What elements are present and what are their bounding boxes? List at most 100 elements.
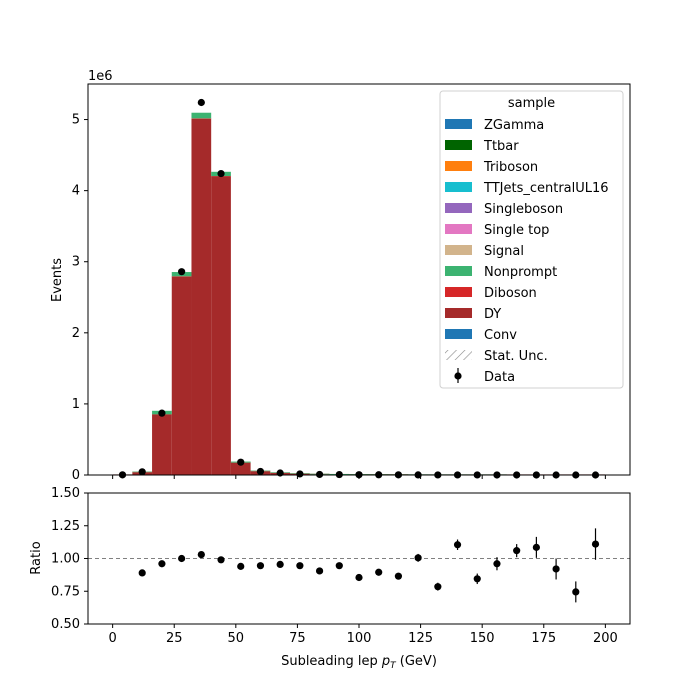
x-tick-label: 175 (531, 631, 556, 646)
bar-dy (171, 276, 192, 475)
data-point (296, 470, 304, 478)
legend-label: Diboson (484, 286, 537, 301)
data-point (197, 98, 205, 107)
ratio-point (394, 572, 403, 580)
ratio-point (434, 583, 442, 591)
legend-label: Data (484, 370, 515, 385)
legend-label: TTJets_centralUL16 (483, 181, 609, 196)
bar-dy (230, 462, 251, 475)
ratio-point (335, 562, 343, 570)
data-point (256, 467, 265, 476)
legend-swatch (445, 182, 472, 192)
ratio-point (473, 575, 481, 583)
ratio-point (197, 550, 205, 559)
ratio-point (315, 567, 324, 575)
legend-label: Nonprompt (484, 265, 557, 280)
ratio-point (178, 554, 186, 563)
data-point (217, 169, 225, 178)
x-axis-label-sub: T (390, 661, 397, 671)
data-point (138, 468, 146, 476)
ratio-y-tick-label: 1.50 (51, 486, 80, 501)
legend: sample ZGamma Ttbar Triboson TTJets_centralU… (439, 90, 624, 389)
x-tick-label: 200 (593, 631, 618, 646)
legend-label: Stat. Unc. (484, 349, 548, 364)
y-tick-label: 5 (72, 113, 80, 128)
y-tick-label: 2 (72, 326, 80, 341)
x-tick-label: 150 (470, 631, 495, 646)
data-point (276, 469, 284, 477)
legend-label: Conv (484, 328, 517, 343)
x-tick-label: 0 (108, 631, 116, 646)
legend-label: Signal (484, 244, 524, 259)
legend-swatch (445, 266, 472, 276)
data-point (158, 409, 166, 417)
legend-label: Singleboson (484, 202, 563, 217)
ratio-point (493, 560, 501, 568)
x-tick-label: 50 (228, 631, 245, 646)
ratio-axes-frame (87, 492, 631, 625)
legend-swatch (445, 329, 472, 339)
x-tick-label: 100 (347, 631, 372, 646)
data-point (315, 470, 324, 479)
legend-label: Single top (484, 223, 549, 238)
bar-dy (152, 414, 172, 475)
legend-swatch-unc (445, 350, 472, 360)
x-tick-label: 125 (408, 631, 433, 646)
x-tick-label: 75 (289, 631, 306, 646)
legend-title: sample (508, 96, 555, 111)
ratio-point (591, 540, 600, 548)
y-tick-label: 3 (72, 255, 80, 270)
ratio-point (453, 541, 462, 549)
bar-diboson (171, 276, 192, 277)
legend-swatch (445, 119, 472, 129)
bar-diboson (191, 118, 212, 119)
ratio-point (414, 554, 422, 562)
legend-swatch (445, 224, 472, 234)
ratio-point (513, 547, 521, 555)
ratio-point (217, 556, 225, 564)
x-axis-label-prefix: Subleading lep (281, 654, 382, 669)
legend-swatch (445, 203, 472, 213)
ratio-y-tick-label: 1.25 (51, 519, 80, 534)
ratio-point (158, 560, 166, 568)
legend-label: ZGamma (484, 118, 544, 133)
ratio-axis-label: Ratio (29, 541, 44, 574)
legend-data-marker (454, 372, 462, 380)
x-axis-label: Subleading lep pT (GeV) (281, 654, 437, 671)
y-tick-label: 0 (72, 468, 80, 483)
ratio-y-tick-label: 1.00 (51, 552, 80, 567)
ratio-panel: 0.50 0.75 1.00 1.25 1.50 0 25 50 75 100 125 150 175 2… (51, 486, 631, 646)
data-point (237, 458, 245, 466)
ratio-point (138, 569, 146, 577)
legend-label: Triboson (483, 160, 538, 175)
bar-nonprompt (191, 112, 212, 119)
legend-label: DY (484, 307, 501, 322)
ratio-point (355, 573, 363, 582)
data-point (178, 268, 186, 276)
x-tick-label: 25 (166, 631, 183, 646)
y-tick-label: 4 (72, 184, 80, 199)
bar-dy (191, 118, 212, 476)
ratio-point (237, 562, 245, 570)
ratio-point (296, 562, 304, 570)
x-axis-label-var: p (381, 654, 390, 669)
ratio-point (375, 568, 383, 576)
legend-swatch (445, 245, 472, 255)
ratio-y-tick-label: 0.50 (51, 617, 80, 632)
x-axis-label-suffix: (GeV) (396, 654, 437, 669)
ratio-point (276, 560, 284, 568)
legend-box (439, 90, 624, 389)
y-tick-label: 1 (72, 397, 80, 412)
y-scale-label: 1e6 (88, 69, 113, 84)
ratio-point (256, 562, 265, 570)
legend-swatch (445, 308, 472, 318)
main-histogram-panel: 0 1 2 3 4 5 (72, 83, 631, 483)
legend-label: Ttbar (483, 139, 519, 154)
legend-swatch (445, 287, 472, 297)
ratio-point (532, 543, 540, 551)
legend-swatch (445, 140, 472, 150)
bar-dy (211, 176, 231, 475)
ratio-point (572, 588, 580, 596)
legend-swatch (445, 161, 472, 171)
